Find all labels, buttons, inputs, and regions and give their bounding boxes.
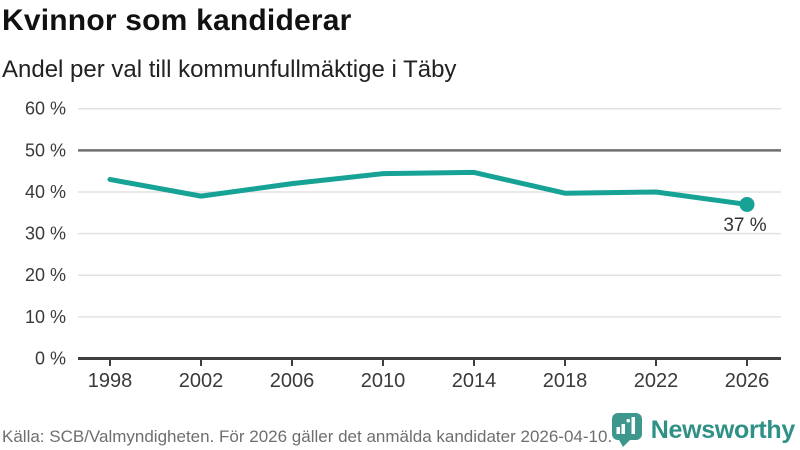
x-axis-label: 2010 xyxy=(361,370,406,392)
y-axis-label: 30 % xyxy=(25,224,66,244)
y-axis-label: 40 % xyxy=(25,182,66,202)
x-axis-label: 2014 xyxy=(452,370,497,392)
y-axis-label: 10 % xyxy=(25,307,66,327)
source-text: Källa: SCB/Valmyndigheten. För 2026 gäll… xyxy=(2,427,613,446)
y-axis-label: 60 % xyxy=(25,99,66,119)
x-axis-label: 2006 xyxy=(270,370,315,392)
newsworthy-wordmark: Newsworthy xyxy=(650,415,796,444)
data-line xyxy=(107,169,750,207)
x-axis-label: 1998 xyxy=(88,370,133,392)
newsworthy-logo: Newsworthy xyxy=(610,410,795,450)
x-axis-label: 2002 xyxy=(179,370,224,392)
chart-title: Kvinnor som kandiderar xyxy=(2,4,352,37)
end-point-marker xyxy=(739,196,755,212)
end-point-label: 37 % xyxy=(723,215,766,236)
newsworthy-bubble-chart-icon xyxy=(611,413,642,447)
y-axis-label: 50 % xyxy=(25,140,66,160)
x-axis-label: 2022 xyxy=(634,370,679,392)
x-axis-label: 2018 xyxy=(543,370,588,392)
x-axis-label: 2026 xyxy=(725,370,770,392)
y-axis-label: 20 % xyxy=(25,265,66,285)
y-axis-label: 0 % xyxy=(35,349,66,369)
footer: Källa: SCB/Valmyndigheten. För 2026 gäll… xyxy=(0,410,800,450)
chart-subtitle: Andel per val till kommunfullmäktige i T… xyxy=(2,56,457,83)
